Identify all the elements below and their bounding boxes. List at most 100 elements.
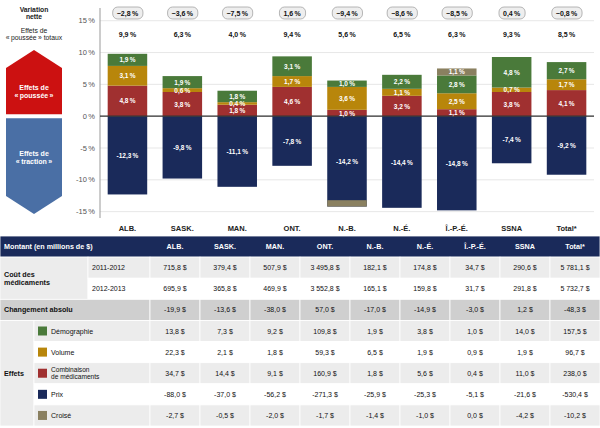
data-label: 3,1 % — [119, 72, 135, 80]
bar-segment — [108, 53, 148, 54]
text-line: SASK. — [171, 224, 194, 233]
text-line: -19,9 $ — [164, 306, 186, 313]
x-tick-label: ONT. — [284, 224, 301, 233]
text-line: Combinaison — [51, 366, 90, 373]
text-line: 1,9 % — [174, 79, 190, 87]
table-cell-text: -21,6 $ — [514, 391, 536, 398]
table-cell — [350, 299, 400, 320]
table-cell-text: 0,9 $ — [467, 349, 483, 356]
table-cell — [300, 257, 350, 278]
table-cell — [400, 299, 450, 320]
x-tick-label: SSNA — [501, 224, 522, 233]
text-line: 3,2 % — [394, 103, 410, 111]
data-label: 1,0 % — [339, 110, 355, 118]
table-cell-text: 507,9 $ — [263, 264, 286, 271]
table-cell — [250, 299, 300, 320]
grid — [100, 21, 594, 212]
table-cell — [450, 320, 500, 341]
text-line: 469,9 $ — [263, 285, 286, 292]
bar-segment — [108, 66, 148, 86]
row-label: Combinaisonde médicaments — [51, 366, 100, 380]
text-line: 9,3 % — [503, 31, 521, 39]
table-header-text: Î.-P.-É. — [463, 242, 485, 251]
text-line: 0,4 % — [229, 100, 245, 108]
bar-segment — [382, 96, 422, 116]
text-line: -12,3 % — [116, 152, 138, 160]
text-line: 31,7 $ — [465, 285, 485, 292]
bar-segment — [272, 165, 312, 166]
text-line: 165,1 $ — [363, 285, 386, 292]
table-cell — [150, 363, 200, 384]
text-line: 290,6 $ — [513, 264, 536, 271]
annotation-value: 6,5 % — [393, 31, 411, 39]
group-label: Effets — [4, 369, 24, 378]
table-cell-text: -1,4 $ — [366, 412, 384, 419]
data-label: 4,1 % — [558, 100, 574, 108]
data-label: 1,1 % — [449, 109, 465, 117]
bar-segment — [437, 210, 477, 211]
table-cell-text: 157,5 $ — [563, 328, 586, 335]
annotation-box — [113, 7, 143, 19]
text-line: 1,9 $ — [367, 328, 383, 335]
table-cell — [350, 320, 400, 341]
chart: -15 %-10 %-5 %0 %5 %10 %15 %4,8 %3,8 %1,… — [0, 0, 600, 428]
swatch — [38, 327, 47, 336]
text-line: Effets de — [19, 150, 49, 157]
table-cell-text: -0,5 $ — [216, 412, 234, 419]
text-line: -530,4 $ — [562, 391, 588, 398]
data-label: 3,1 % — [284, 63, 300, 71]
row-label: Volume — [51, 349, 74, 356]
table-cell-text: -25,3 $ — [414, 391, 436, 398]
text-line: -11,1 % — [226, 148, 248, 156]
table-cell — [450, 405, 500, 426]
text-line: -48,3 $ — [564, 306, 586, 313]
table-cell — [400, 257, 450, 278]
bar-segment — [108, 194, 148, 195]
annotation-box — [387, 7, 417, 19]
swatch — [38, 411, 47, 420]
text-line: 1,8 $ — [267, 349, 283, 356]
text-line: 9,9 % — [119, 31, 137, 39]
bar-segment — [108, 116, 148, 194]
text-line: -7,4 % — [503, 136, 522, 144]
table-cell — [200, 299, 250, 320]
data-label: 3,6 % — [339, 95, 355, 103]
text-line: 0 % — [83, 112, 96, 121]
text-line: 365,8 $ — [213, 285, 236, 292]
bar-segment — [108, 54, 148, 66]
annotation-value: −8,5 % — [446, 10, 468, 18]
table-cell — [550, 278, 600, 299]
text-line: 0,4 % — [503, 10, 521, 18]
table-cell-text: 1,0 $ — [467, 328, 483, 335]
text-line: -7,8 % — [283, 138, 302, 146]
text-line: 109,8 $ — [313, 328, 336, 335]
annotation-value: 8,5 % — [558, 31, 576, 39]
text-line: −3,6 % — [172, 10, 194, 18]
bar-segment — [163, 92, 203, 116]
text-line: Effets de — [19, 84, 49, 91]
bar-segment — [163, 116, 203, 178]
text-line: 6,5 % — [393, 31, 411, 39]
table-cell — [550, 384, 600, 405]
y-axis — [100, 8, 101, 218]
table-header-text: N.-B. — [367, 242, 384, 251]
table-cell-text: 57,0 $ — [315, 306, 335, 313]
group-label: Coût desmédicaments — [4, 270, 50, 287]
text-line: 11,0 $ — [516, 370, 535, 377]
bar-segment — [327, 87, 367, 110]
text-line: 1,8 $ — [367, 370, 383, 377]
text-line: 6,5 $ — [367, 349, 383, 356]
data-label: -14,2 % — [336, 158, 358, 166]
y-tick-label: 0 % — [83, 112, 96, 121]
x-tick-label: MAN. — [228, 224, 247, 233]
bar-segment — [547, 90, 587, 116]
table-cell-text: 6,5 $ — [367, 349, 383, 356]
table-cell-text: -56,2 $ — [264, 391, 286, 398]
table-cell-text: -530,4 $ — [562, 391, 588, 398]
text-line: -15 % — [76, 207, 95, 216]
data-label: 1,9 % — [174, 79, 190, 87]
text-line: N.-B. — [367, 242, 384, 251]
text-line: Variation — [20, 6, 49, 13]
annotation-label: Variationnette — [20, 6, 49, 21]
table-cell — [500, 384, 550, 405]
